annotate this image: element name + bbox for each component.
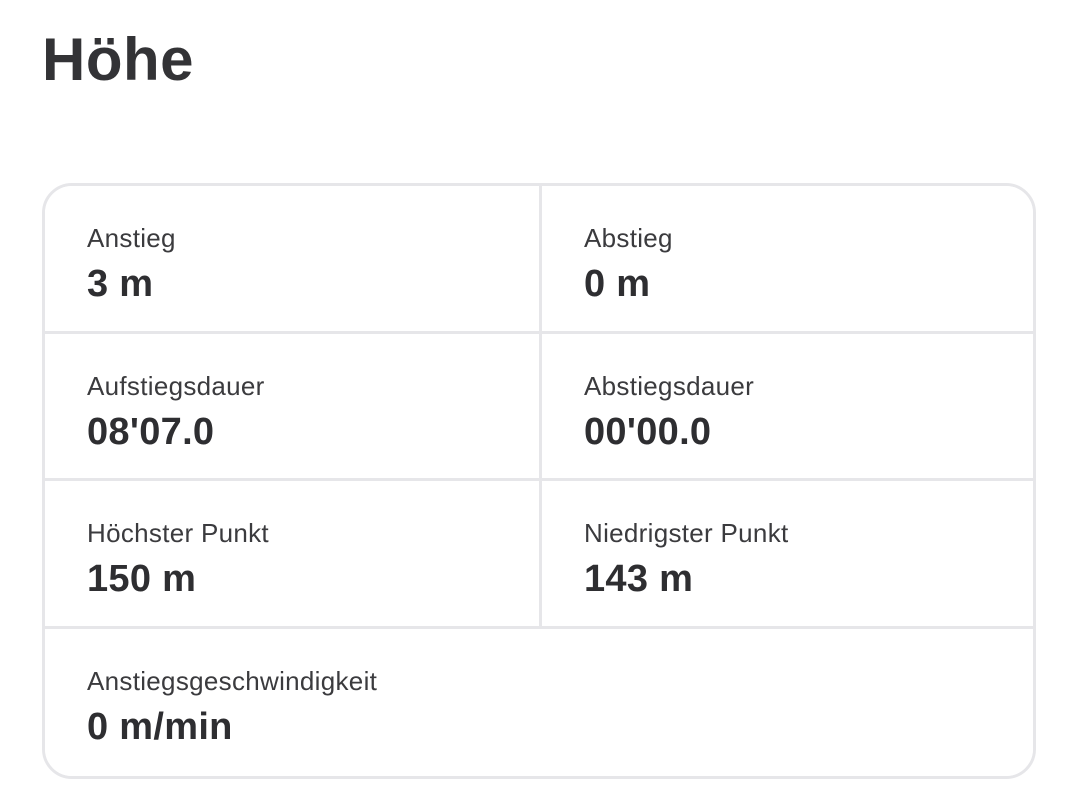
- stat-value: 08'07.0: [87, 410, 215, 453]
- stat-label: Aufstiegsdauer: [87, 370, 265, 401]
- stat-value: 143 m: [584, 558, 694, 600]
- stat-cell-descent-time: Abstiegsdauer 00'00.0: [539, 333, 1033, 481]
- stat-value: 150 m: [87, 558, 197, 600]
- stat-label: Abstiegsdauer: [584, 370, 755, 401]
- stat-label: Anstiegsgeschwindigkeit: [87, 665, 378, 696]
- stat-value: 00'00.0: [584, 410, 712, 453]
- page-title: Höhe: [42, 26, 194, 93]
- stat-value: 3 m: [87, 263, 154, 305]
- stat-value: 0 m/min: [87, 705, 233, 748]
- stat-label: Höchster Punkt: [87, 518, 269, 548]
- stat-label: Abstieg: [584, 223, 673, 253]
- stat-cell-descent: Abstieg 0 m: [539, 186, 1033, 334]
- stat-value: 0 m: [584, 263, 651, 305]
- stat-label: Anstieg: [87, 223, 176, 253]
- stat-label: Niedrigster Punkt: [584, 518, 789, 548]
- stat-cell-ascent: Anstieg 3 m: [45, 186, 539, 334]
- elevation-stats-card: Anstieg 3 m Abstieg 0 m Aufstiegsdauer 0…: [42, 183, 1036, 779]
- stat-cell-highest-point: Höchster Punkt 150 m: [45, 481, 539, 629]
- stat-cell-lowest-point: Niedrigster Punkt 143 m: [539, 481, 1033, 629]
- stat-cell-ascent-speed: Anstiegsgeschwindigkeit 0 m/min: [45, 628, 1033, 776]
- stat-cell-ascent-time: Aufstiegsdauer 08'07.0: [45, 333, 539, 481]
